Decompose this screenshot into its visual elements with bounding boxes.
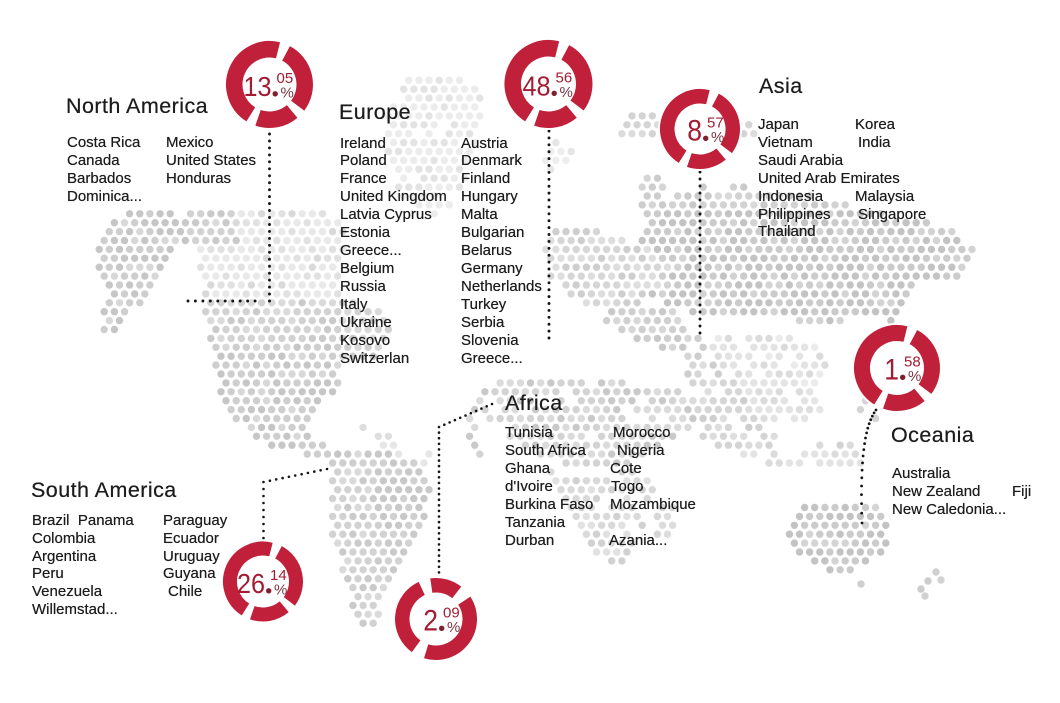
svg-text:%: % xyxy=(908,368,921,385)
svg-text:1: 1 xyxy=(884,353,899,386)
svg-text:58: 58 xyxy=(904,354,921,371)
svg-text:8: 8 xyxy=(687,114,702,147)
svg-text:%: % xyxy=(447,619,460,636)
svg-text:56: 56 xyxy=(556,70,573,87)
svg-text:13: 13 xyxy=(243,71,271,103)
svg-text:2: 2 xyxy=(423,604,438,637)
svg-text:%: % xyxy=(274,582,287,599)
svg-text:48: 48 xyxy=(522,70,550,102)
svg-text:%: % xyxy=(711,129,724,146)
svg-text:05: 05 xyxy=(277,70,294,87)
svg-text:57: 57 xyxy=(707,115,724,132)
svg-text:26: 26 xyxy=(237,568,265,600)
svg-text:14: 14 xyxy=(270,567,287,584)
svg-text:%: % xyxy=(281,85,294,102)
svg-text:%: % xyxy=(560,84,573,101)
svg-text:09: 09 xyxy=(443,605,460,622)
